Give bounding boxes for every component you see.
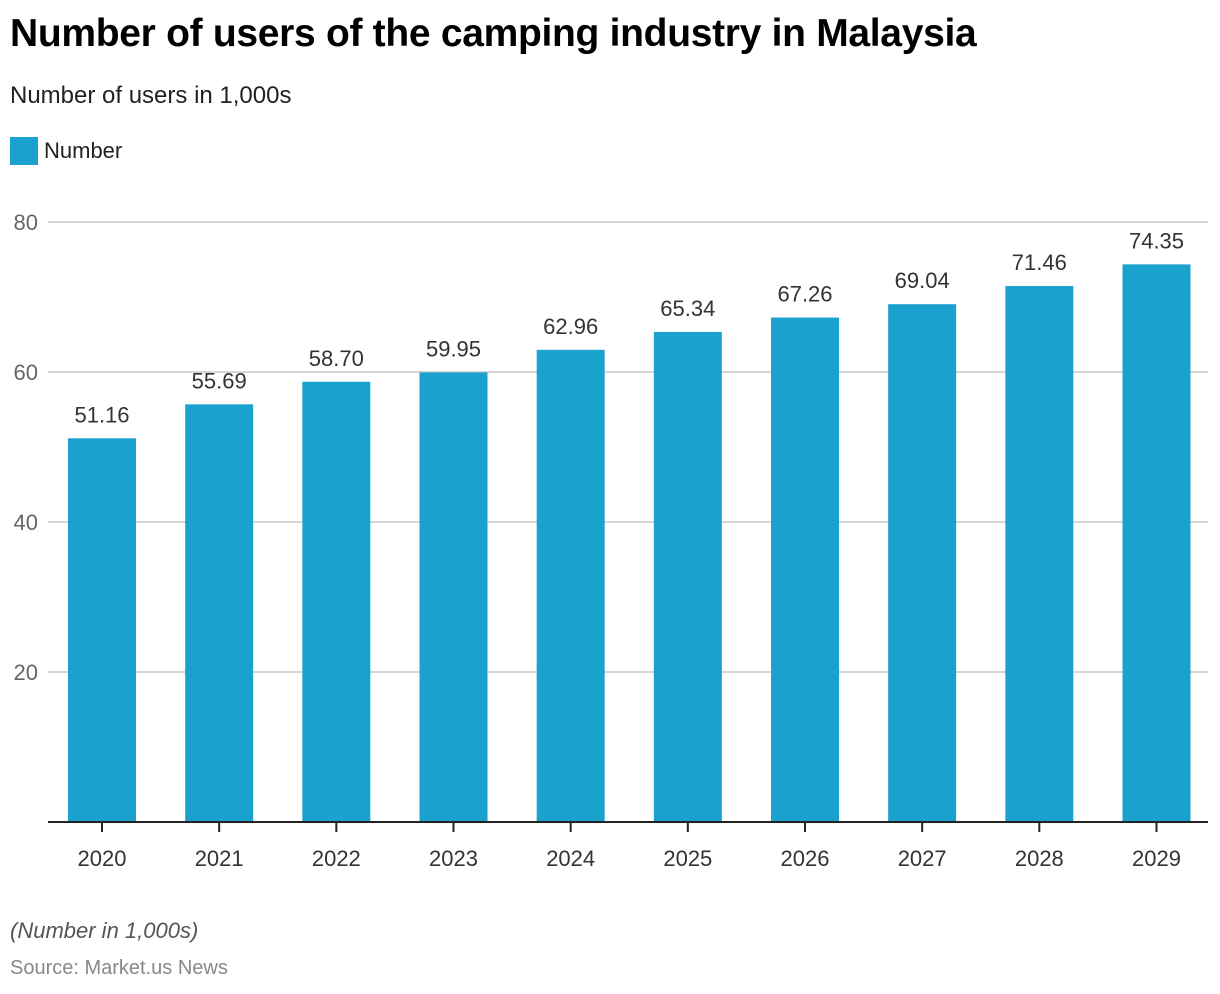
data-label: 58.70 [309,346,364,371]
bar [1005,286,1074,822]
x-axis: 2020 2021 2022 2023 2024 2025 2026 2027 2028 2029 [48,821,1208,871]
data-label: 65.34 [660,296,715,321]
data-label: 67.26 [777,282,832,307]
bar [419,372,488,822]
data-label: 74.35 [1129,228,1184,253]
bar [771,317,839,822]
bar [653,331,722,822]
x-tick-label: 2025 [663,846,712,871]
x-tick-label: 2022 [312,846,361,871]
x-tick-label: 2029 [1132,846,1181,871]
data-label: 51.16 [74,402,129,427]
data-label: 59.95 [426,336,481,361]
y-axis-ticks: 20 40 60 80 [14,210,38,685]
data-label: 71.46 [1012,250,1067,275]
bar [536,349,605,822]
y-tick-label: 80 [14,210,38,235]
data-labels: 51.16 55.69 58.70 59.95 62.96 65.34 67.26 69.04… [74,228,1184,427]
bar [1122,264,1191,822]
bar [68,438,136,822]
bars [68,264,1191,822]
bar [185,404,254,822]
legend: Number [10,137,122,165]
data-label: 69.04 [895,268,950,293]
x-tick-label: 2027 [898,846,947,871]
x-tick-label: 2021 [195,846,244,871]
chart-subtitle: Number of users in 1,000s [10,82,292,109]
x-tick-label: 2020 [78,846,127,871]
chart-title: Number of users of the camping industry … [10,12,977,55]
source-credit: Source: Market.us News [10,957,228,979]
y-tick-label: 60 [14,360,38,385]
legend-label: Number [44,138,123,163]
data-label: 55.69 [192,368,247,393]
data-label: 62.96 [543,314,598,339]
y-tick-label: 40 [14,510,38,535]
legend-swatch [10,137,38,165]
x-tick-label: 2028 [1015,846,1064,871]
bar [302,381,371,822]
x-tick-label: 2026 [781,846,830,871]
y-tick-label: 20 [14,660,38,685]
x-tick-label: 2024 [546,846,595,871]
bar [888,304,957,822]
x-tick-label: 2023 [429,846,478,871]
footnote: (Number in 1,000s) [10,918,199,943]
